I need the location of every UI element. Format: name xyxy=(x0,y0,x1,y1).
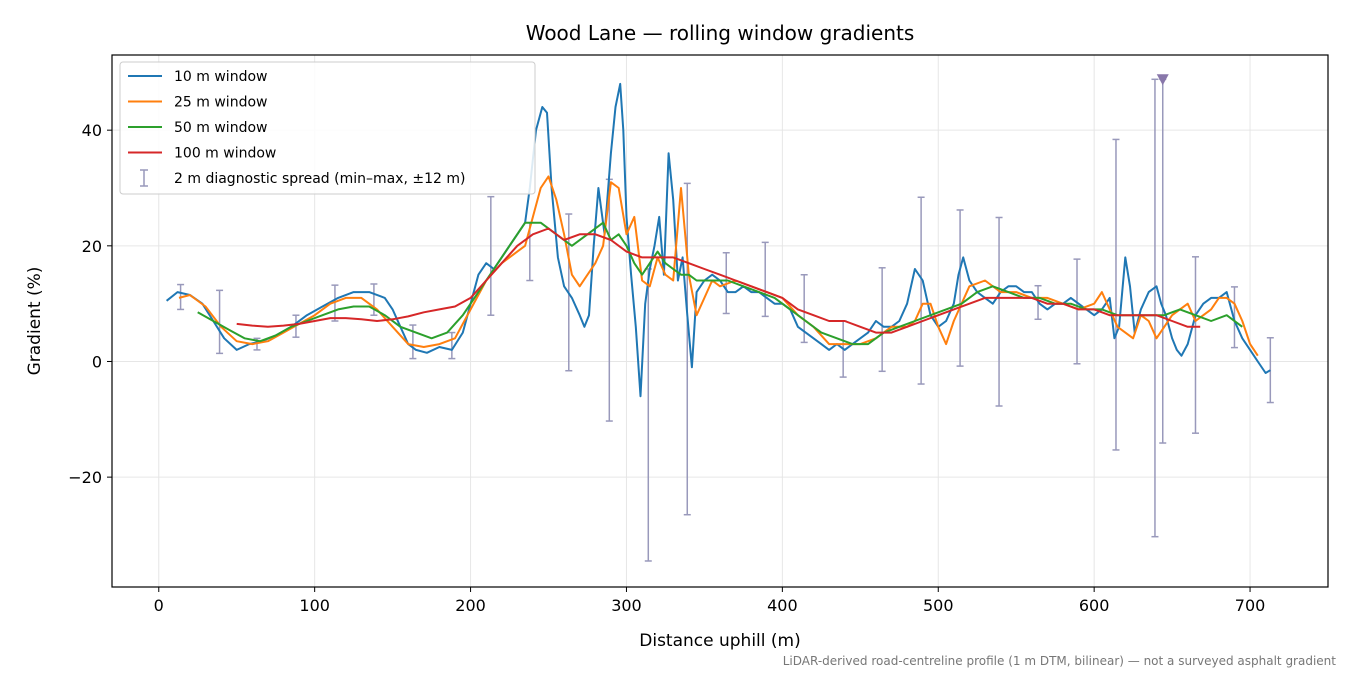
y-tick-label: 40 xyxy=(82,121,102,140)
series-line-2 xyxy=(178,175,1259,357)
legend-label: 100 m window xyxy=(174,146,276,162)
x-tick-label: 700 xyxy=(1235,596,1266,615)
legend-label: 50 m window xyxy=(174,120,267,136)
x-tick-label: 600 xyxy=(1079,596,1110,615)
x-tick-label: 200 xyxy=(455,596,486,615)
peak-triangle-marker xyxy=(1156,74,1169,86)
plot-frame xyxy=(111,54,1329,588)
annotation-markers xyxy=(1156,74,1169,86)
series-line-3 xyxy=(197,221,1243,346)
legend-box xyxy=(119,61,536,195)
series-line-4 xyxy=(236,227,1201,334)
legend-label: 10 m window xyxy=(174,69,267,85)
legend-label: 25 m window xyxy=(174,95,267,111)
footnote: LiDAR-derived road-centreline profile (1… xyxy=(783,654,1337,668)
chart-title: Wood Lane — rolling window gradients xyxy=(526,21,915,45)
series-lines xyxy=(165,82,1271,398)
x-axis-label: Distance uphill (m) xyxy=(639,631,800,651)
y-axis-label: Gradient (%) xyxy=(25,267,45,376)
x-tick-label: 400 xyxy=(767,596,798,615)
x-tick-label: 300 xyxy=(611,596,642,615)
x-tick-label: 500 xyxy=(923,596,954,615)
x-axis-ticks: 0 100 200 300 400 500 600 700 xyxy=(154,587,1266,615)
y-axis-ticks: −20 0 20 40 xyxy=(68,121,112,487)
legend: 10 m window 25 m window 50 m window 100 m w… xyxy=(119,61,536,195)
y-tick-label: −20 xyxy=(68,468,102,487)
y-tick-label: 0 xyxy=(92,352,102,371)
x-tick-label: 0 xyxy=(154,596,164,615)
x-tick-label: 100 xyxy=(299,596,330,615)
series-line-1 xyxy=(165,82,1271,398)
legend-label: 2 m diagnostic spread (min–max, ±12 m) xyxy=(174,171,465,187)
y-tick-label: 20 xyxy=(82,237,102,256)
